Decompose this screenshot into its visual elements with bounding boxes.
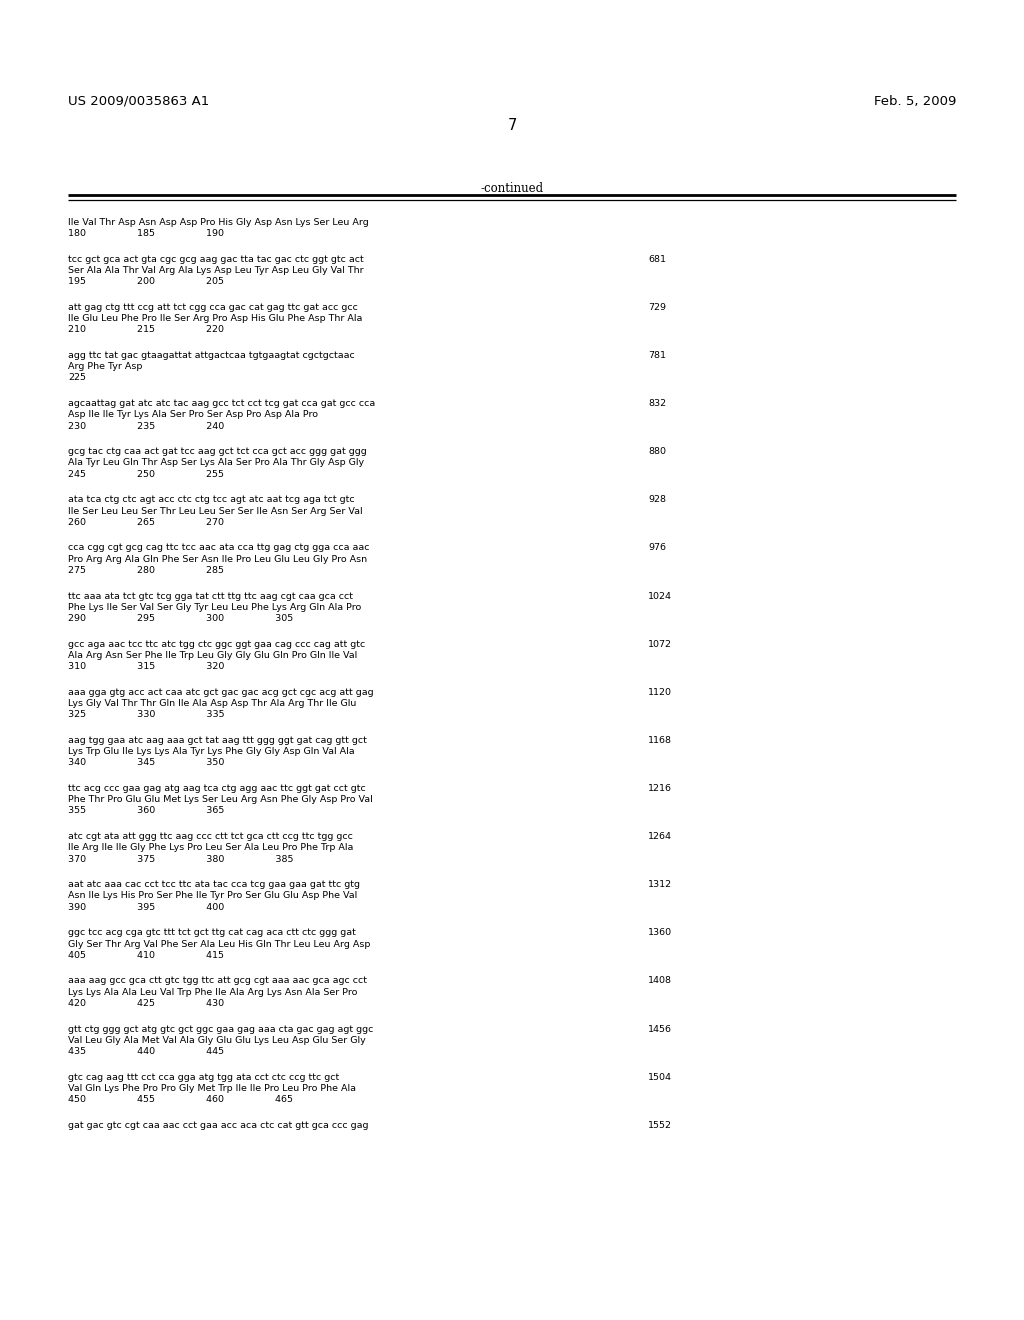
Text: 245                 250                 255: 245 250 255 [68,470,224,479]
Text: aat atc aaa cac cct tcc ttc ata tac cca tcg gaa gaa gat ttc gtg: aat atc aaa cac cct tcc ttc ata tac cca … [68,880,360,890]
Text: agcaattag gat atc atc tac aag gcc tct cct tcg gat cca gat gcc cca: agcaattag gat atc atc tac aag gcc tct cc… [68,399,375,408]
Text: 729: 729 [648,304,666,312]
Text: 230                 235                 240: 230 235 240 [68,421,224,430]
Text: 310                 315                 320: 310 315 320 [68,663,224,671]
Text: Gly Ser Thr Arg Val Phe Ser Ala Leu His Gln Thr Leu Leu Arg Asp: Gly Ser Thr Arg Val Phe Ser Ala Leu His … [68,940,371,949]
Text: gcc aga aac tcc ttc atc tgg ctc ggc ggt gaa cag ccc cag att gtc: gcc aga aac tcc ttc atc tgg ctc ggc ggt … [68,640,366,648]
Text: gcg tac ctg caa act gat tcc aag gct tct cca gct acc ggg gat ggg: gcg tac ctg caa act gat tcc aag gct tct … [68,447,367,457]
Text: Phe Thr Pro Glu Glu Met Lys Ser Leu Arg Asn Phe Gly Asp Pro Val: Phe Thr Pro Glu Glu Met Lys Ser Leu Arg … [68,795,373,804]
Text: att gag ctg ttt ccg att tct cgg cca gac cat gag ttc gat acc gcc: att gag ctg ttt ccg att tct cgg cca gac … [68,304,357,312]
Text: Phe Lys Ile Ser Val Ser Gly Tyr Leu Leu Phe Lys Arg Gln Ala Pro: Phe Lys Ile Ser Val Ser Gly Tyr Leu Leu … [68,603,361,611]
Text: 681: 681 [648,255,666,264]
Text: Ile Glu Leu Phe Pro Ile Ser Arg Pro Asp His Glu Phe Asp Thr Ala: Ile Glu Leu Phe Pro Ile Ser Arg Pro Asp … [68,314,362,323]
Text: 928: 928 [648,495,666,504]
Text: 1552: 1552 [648,1121,672,1130]
Text: Lys Lys Ala Ala Leu Val Trp Phe Ile Ala Arg Lys Asn Ala Ser Pro: Lys Lys Ala Ala Leu Val Trp Phe Ile Ala … [68,987,357,997]
Text: ata tca ctg ctc agt acc ctc ctg tcc agt atc aat tcg aga tct gtc: ata tca ctg ctc agt acc ctc ctg tcc agt … [68,495,354,504]
Text: 260                 265                 270: 260 265 270 [68,517,224,527]
Text: 781: 781 [648,351,666,360]
Text: aag tgg gaa atc aag aaa gct tat aag ttt ggg ggt gat cag gtt gct: aag tgg gaa atc aag aaa gct tat aag ttt … [68,737,367,744]
Text: Ile Val Thr Asp Asn Asp Asp Pro His Gly Asp Asn Lys Ser Leu Arg: Ile Val Thr Asp Asn Asp Asp Pro His Gly … [68,218,369,227]
Text: Ala Tyr Leu Gln Thr Asp Ser Lys Ala Ser Pro Ala Thr Gly Asp Gly: Ala Tyr Leu Gln Thr Asp Ser Lys Ala Ser … [68,458,365,467]
Text: 1072: 1072 [648,640,672,648]
Text: 1456: 1456 [648,1024,672,1034]
Text: Val Leu Gly Ala Met Val Ala Gly Glu Glu Lys Leu Asp Glu Ser Gly: Val Leu Gly Ala Met Val Ala Gly Glu Glu … [68,1036,366,1044]
Text: 7: 7 [507,117,517,133]
Text: Feb. 5, 2009: Feb. 5, 2009 [873,95,956,108]
Text: ttc aaa ata tct gtc tcg gga tat ctt ttg ttc aag cgt caa gca cct: ttc aaa ata tct gtc tcg gga tat ctt ttg … [68,591,353,601]
Text: 390                 395                 400: 390 395 400 [68,903,224,912]
Text: 1024: 1024 [648,591,672,601]
Text: 420                 425                 430: 420 425 430 [68,999,224,1007]
Text: 880: 880 [648,447,666,457]
Text: 195                 200                 205: 195 200 205 [68,277,224,286]
Text: agg ttc tat gac gtaagattat attgactcaa tgtgaagtat cgctgctaac: agg ttc tat gac gtaagattat attgactcaa tg… [68,351,354,360]
Text: gtt ctg ggg gct atg gtc gct ggc gaa gag aaa cta gac gag agt ggc: gtt ctg ggg gct atg gtc gct ggc gaa gag … [68,1024,374,1034]
Text: 405                 410                 415: 405 410 415 [68,950,224,960]
Text: 370                 375                 380                 385: 370 375 380 385 [68,854,294,863]
Text: 1168: 1168 [648,737,672,744]
Text: cca cgg cgt gcg cag ttc tcc aac ata cca ttg gag ctg gga cca aac: cca cgg cgt gcg cag ttc tcc aac ata cca … [68,544,370,553]
Text: 180                 185                 190: 180 185 190 [68,230,224,238]
Text: 275                 280                 285: 275 280 285 [68,566,224,576]
Text: 976: 976 [648,544,666,553]
Text: 450                 455                 460                 465: 450 455 460 465 [68,1096,293,1104]
Text: Lys Gly Val Thr Thr Gln Ile Ala Asp Asp Thr Ala Arg Thr Ile Glu: Lys Gly Val Thr Thr Gln Ile Ala Asp Asp … [68,700,356,708]
Text: 355                 360                 365: 355 360 365 [68,807,224,816]
Text: Val Gln Lys Phe Pro Pro Gly Met Trp Ile Ile Pro Leu Pro Phe Ala: Val Gln Lys Phe Pro Pro Gly Met Trp Ile … [68,1084,356,1093]
Text: 1216: 1216 [648,784,672,793]
Text: gtc cag aag ttt cct cca gga atg tgg ata cct ctc ccg ttc gct: gtc cag aag ttt cct cca gga atg tgg ata … [68,1073,339,1081]
Text: Ala Arg Asn Ser Phe Ile Trp Leu Gly Gly Glu Gln Pro Gln Ile Val: Ala Arg Asn Ser Phe Ile Trp Leu Gly Gly … [68,651,357,660]
Text: Ile Ser Leu Leu Ser Thr Leu Leu Ser Ser Ile Asn Ser Arg Ser Val: Ile Ser Leu Leu Ser Thr Leu Leu Ser Ser … [68,507,362,516]
Text: Pro Arg Arg Ala Gln Phe Ser Asn Ile Pro Leu Glu Leu Gly Pro Asn: Pro Arg Arg Ala Gln Phe Ser Asn Ile Pro … [68,554,368,564]
Text: atc cgt ata att ggg ttc aag ccc ctt tct gca ctt ccg ttc tgg gcc: atc cgt ata att ggg ttc aag ccc ctt tct … [68,832,353,841]
Text: tcc gct gca act gta cgc gcg aag gac tta tac gac ctc ggt gtc act: tcc gct gca act gta cgc gcg aag gac tta … [68,255,364,264]
Text: 1312: 1312 [648,880,672,890]
Text: Ser Ala Ala Thr Val Arg Ala Lys Asp Leu Tyr Asp Leu Gly Val Thr: Ser Ala Ala Thr Val Arg Ala Lys Asp Leu … [68,267,364,275]
Text: 1360: 1360 [648,928,672,937]
Text: Lys Trp Glu Ile Lys Lys Ala Tyr Lys Phe Gly Gly Asp Gln Val Ala: Lys Trp Glu Ile Lys Lys Ala Tyr Lys Phe … [68,747,354,756]
Text: 325                 330                 335: 325 330 335 [68,710,224,719]
Text: 210                 215                 220: 210 215 220 [68,326,224,334]
Text: 832: 832 [648,399,667,408]
Text: Asp Ile Ile Tyr Lys Ala Ser Pro Ser Asp Pro Asp Ala Pro: Asp Ile Ile Tyr Lys Ala Ser Pro Ser Asp … [68,411,318,420]
Text: aaa gga gtg acc act caa atc gct gac gac acg gct cgc acg att gag: aaa gga gtg acc act caa atc gct gac gac … [68,688,374,697]
Text: Arg Phe Tyr Asp: Arg Phe Tyr Asp [68,362,142,371]
Text: -continued: -continued [480,182,544,195]
Text: 1408: 1408 [648,977,672,986]
Text: 435                 440                 445: 435 440 445 [68,1047,224,1056]
Text: ggc tcc acg cga gtc ttt tct gct ttg cat cag aca ctt ctc ggg gat: ggc tcc acg cga gtc ttt tct gct ttg cat … [68,928,356,937]
Text: ttc acg ccc gaa gag atg aag tca ctg agg aac ttc ggt gat cct gtc: ttc acg ccc gaa gag atg aag tca ctg agg … [68,784,366,793]
Text: 1120: 1120 [648,688,672,697]
Text: Ile Arg Ile Ile Gly Phe Lys Pro Leu Ser Ala Leu Pro Phe Trp Ala: Ile Arg Ile Ile Gly Phe Lys Pro Leu Ser … [68,843,353,853]
Text: 340                 345                 350: 340 345 350 [68,758,224,767]
Text: gat gac gtc cgt caa aac cct gaa acc aca ctc cat gtt gca ccc gag: gat gac gtc cgt caa aac cct gaa acc aca … [68,1121,369,1130]
Text: 290                 295                 300                 305: 290 295 300 305 [68,614,293,623]
Text: 225: 225 [68,374,86,383]
Text: 1504: 1504 [648,1073,672,1081]
Text: 1264: 1264 [648,832,672,841]
Text: Asn Ile Lys His Pro Ser Phe Ile Tyr Pro Ser Glu Glu Asp Phe Val: Asn Ile Lys His Pro Ser Phe Ile Tyr Pro … [68,891,357,900]
Text: US 2009/0035863 A1: US 2009/0035863 A1 [68,95,209,108]
Text: aaa aag gcc gca ctt gtc tgg ttc att gcg cgt aaa aac gca agc cct: aaa aag gcc gca ctt gtc tgg ttc att gcg … [68,977,367,986]
